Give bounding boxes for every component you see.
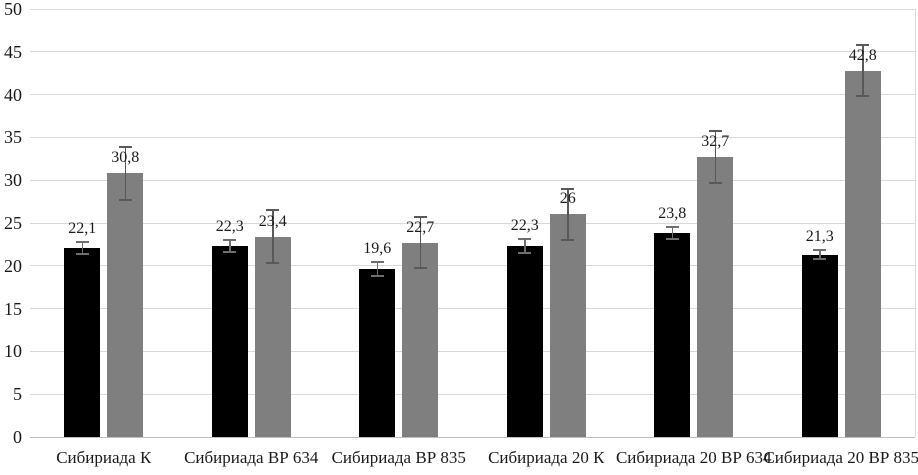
- error-bar-line: [819, 250, 821, 259]
- error-bar-cap-top: [518, 238, 532, 241]
- error-bar-cap-top: [665, 226, 679, 229]
- error-bar-line: [524, 239, 526, 253]
- error-bar-cap-top: [370, 261, 384, 264]
- error-bar-line: [714, 131, 716, 183]
- value-label: 23,4: [258, 212, 287, 230]
- error-bar-cap-top: [75, 240, 89, 243]
- x-axis-category-label: Сибириада 20 ВР 634: [615, 448, 772, 467]
- error-bar-cap-top: [118, 145, 132, 148]
- error-bar-cap-bottom: [413, 267, 427, 270]
- error-bar-cap-top: [413, 216, 427, 218]
- error-bar-line: [862, 44, 864, 97]
- error-bar-cap-top: [266, 209, 280, 212]
- error-bar-line: [419, 217, 421, 269]
- y-axis-tick-label: 45: [4, 41, 22, 62]
- x-axis-category-label: Сибириада 20 К: [488, 448, 605, 467]
- y-axis-tick-label: 20: [4, 255, 22, 276]
- error-bar-cap-bottom: [708, 181, 722, 184]
- x-axis-category-label: Сибириада К: [56, 448, 152, 467]
- bar-black-series-1: [211, 246, 248, 437]
- y-axis-tick-label: 15: [4, 298, 22, 319]
- bar-gray-series-5: [844, 70, 881, 437]
- error-bar-cap-bottom: [118, 198, 132, 201]
- error-bar-cap-bottom: [223, 251, 237, 254]
- error-bar-line: [81, 241, 83, 254]
- gridline: [30, 94, 915, 96]
- gridline: [30, 393, 915, 395]
- y-axis-tick-label: 40: [4, 84, 22, 105]
- bar-black-series-2: [359, 269, 396, 437]
- bar-black-series-5: [801, 254, 838, 437]
- y-axis-tick-label: 5: [13, 384, 22, 405]
- gridline: [30, 308, 915, 310]
- x-axis-category-label: Сибириада ВР 634: [184, 448, 319, 467]
- value-label: 22,3: [215, 218, 244, 236]
- x-axis-category-label: Сибириада 20 ВР 835: [763, 448, 918, 467]
- gridline: [30, 265, 915, 267]
- bar-gray-series-2: [402, 242, 439, 437]
- error-bar-cap-bottom: [856, 95, 870, 98]
- error-bar-line: [229, 240, 231, 253]
- error-bar-cap-top: [223, 239, 237, 242]
- error-bar-cap-top: [813, 249, 827, 252]
- y-axis-tick-label: 50: [4, 0, 22, 19]
- bar-gray-series-1: [254, 236, 291, 437]
- error-bar-line: [671, 227, 673, 240]
- bar-gray-series-3: [549, 214, 586, 437]
- value-label: 21,3: [805, 228, 834, 246]
- error-bar-line: [272, 210, 274, 264]
- value-label: 19,6: [363, 240, 392, 258]
- error-bar-cap-bottom: [813, 257, 827, 260]
- gridline: [30, 51, 915, 53]
- value-label: 22,3: [510, 217, 539, 235]
- error-bar-cap-bottom: [75, 252, 89, 255]
- error-bar-cap-bottom: [370, 275, 384, 278]
- x-axis-category-label: Сибириада ВР 835: [331, 448, 466, 467]
- bar-black-series-3: [506, 246, 543, 437]
- error-bar-line: [376, 262, 378, 277]
- y-axis-tick-label: 35: [4, 127, 22, 148]
- bar-black-series-4: [654, 233, 691, 437]
- value-label: 22,1: [68, 219, 97, 237]
- error-bar-line: [124, 146, 126, 200]
- value-label: 26: [559, 190, 576, 208]
- value-label: 23,8: [658, 205, 687, 223]
- plot-right-border: [915, 9, 916, 437]
- error-bar-line: [567, 188, 569, 241]
- value-label: 22,7: [406, 218, 435, 236]
- value-label: 42,8: [848, 46, 877, 64]
- error-bar-cap-top: [856, 43, 870, 46]
- gridline: [30, 8, 915, 10]
- error-bar-cap-bottom: [266, 262, 280, 265]
- error-bar-cap-top: [708, 130, 722, 133]
- error-bar-cap-top: [561, 187, 575, 190]
- value-label: 30,8: [111, 149, 140, 167]
- y-axis-tick-label: 10: [4, 341, 22, 362]
- gridline: [30, 350, 915, 352]
- error-bar-cap-bottom: [561, 239, 575, 242]
- value-label: 32,7: [701, 133, 730, 151]
- y-axis-tick-label: 25: [4, 213, 22, 233]
- x-axis-line: [30, 436, 915, 438]
- error-bar-cap-bottom: [518, 251, 532, 254]
- error-bar-cap-bottom: [665, 238, 679, 241]
- gridline: [30, 136, 915, 138]
- bar-gray-series-0: [107, 173, 144, 437]
- y-axis-tick-label: 0: [13, 427, 22, 447]
- gridline: [30, 179, 915, 181]
- bar-gray-series-4: [697, 157, 734, 437]
- bar-black-series-0: [64, 247, 101, 437]
- gridline: [30, 222, 915, 224]
- y-axis-tick-label: 30: [4, 170, 22, 191]
